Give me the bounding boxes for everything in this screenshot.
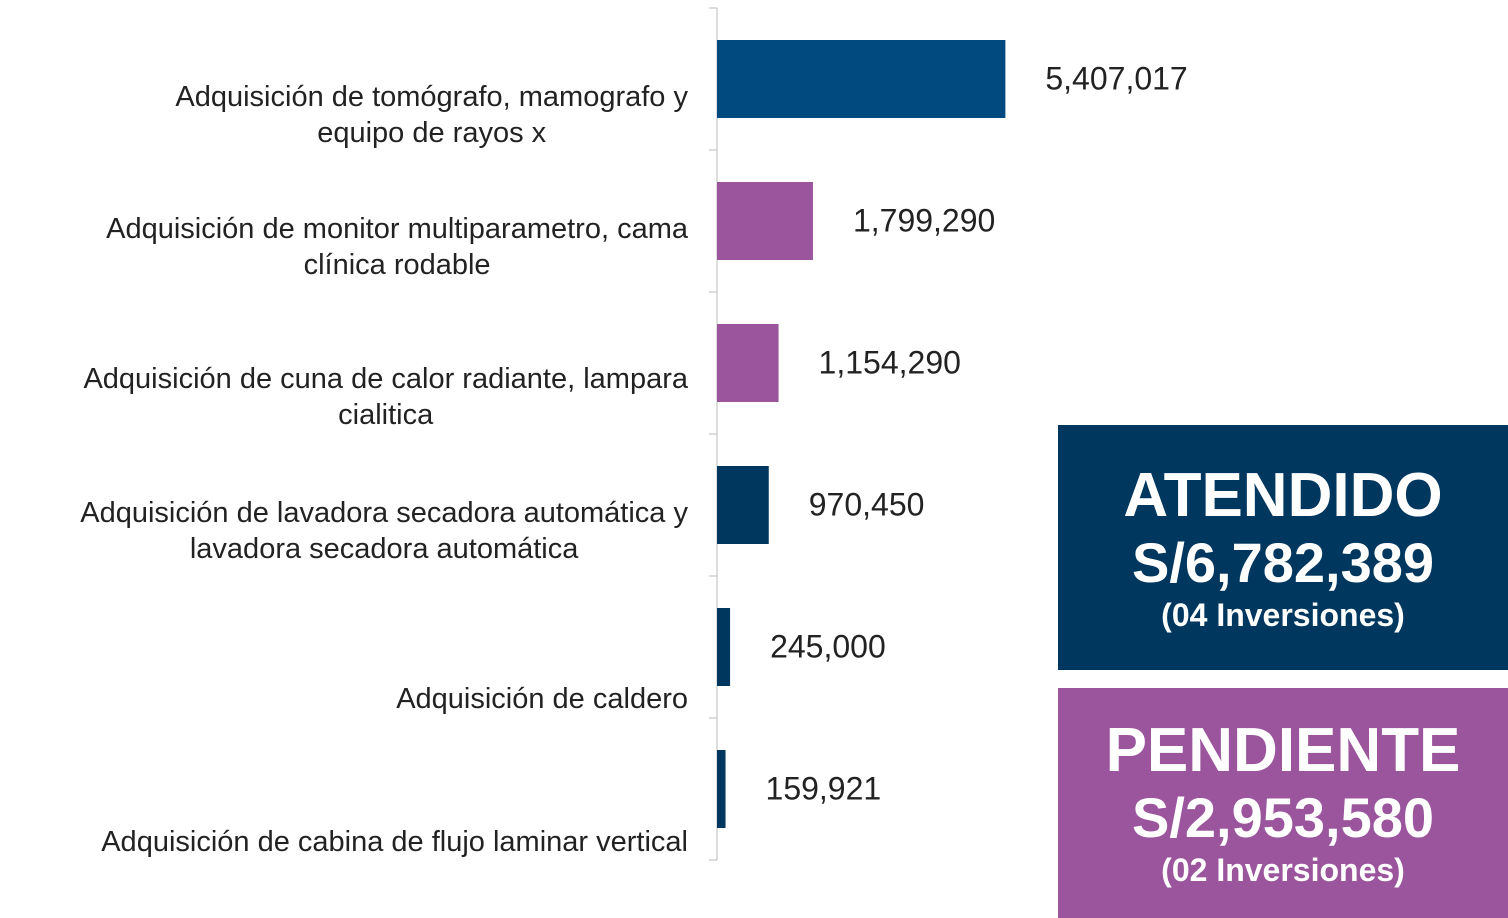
value-label: 159,921	[766, 771, 882, 808]
category-label: Adquisición de caldero	[396, 681, 688, 717]
summary-text: S/2,953,580	[1058, 786, 1508, 850]
bar	[717, 750, 726, 828]
bar	[717, 40, 1005, 118]
bar	[717, 182, 813, 260]
bar	[717, 608, 730, 686]
summary-text: S/6,782,389	[1058, 531, 1508, 595]
value-label: 1,154,290	[819, 345, 961, 382]
value-label: 970,450	[809, 487, 925, 524]
category-label: Adquisición de tomógrafo, mamografo y eq…	[175, 79, 688, 151]
summary-text: (04 Inversiones)	[1058, 595, 1508, 635]
category-label: Adquisición de cuna de calor radiante, l…	[83, 361, 688, 433]
value-label: 245,000	[770, 629, 886, 666]
bar	[717, 324, 779, 402]
bar	[717, 466, 769, 544]
summary-text: ATENDIDO	[1058, 461, 1508, 531]
category-label: Adquisición de monitor multiparametro, c…	[106, 211, 688, 283]
category-label: Adquisición de cabina de flujo laminar v…	[101, 824, 688, 860]
page: (() => { const data = JSON.parse(documen…	[0, 0, 1508, 918]
summary-text: PENDIENTE	[1058, 716, 1508, 786]
value-label: 1,799,290	[853, 203, 995, 240]
value-label: 5,407,017	[1045, 61, 1187, 98]
category-label: Adquisición de lavadora secadora automát…	[80, 495, 688, 567]
summary-text: (02 Inversiones)	[1058, 850, 1508, 890]
